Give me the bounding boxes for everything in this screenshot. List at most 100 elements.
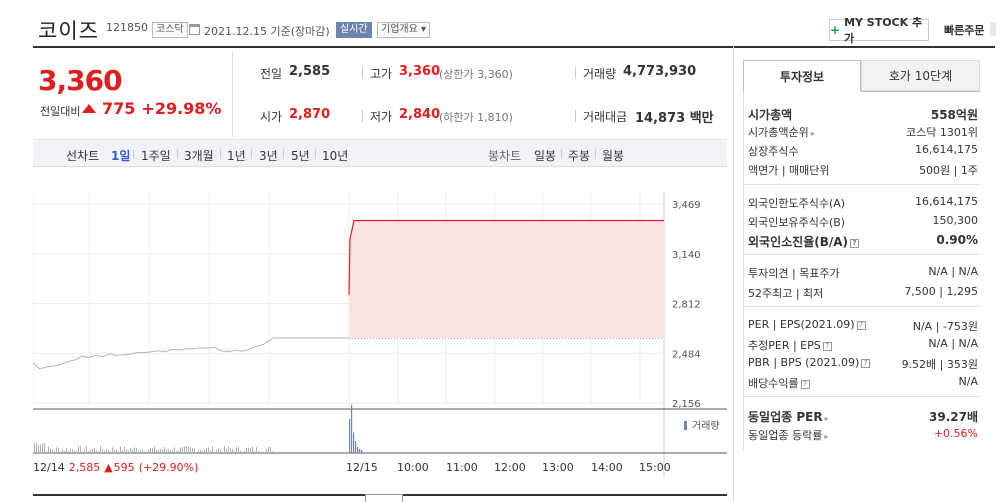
high-value: 3,360	[399, 64, 441, 79]
volume-bar	[359, 449, 361, 453]
fast-order-button[interactable]: 빠른주문	[944, 24, 985, 37]
volume-bar	[42, 443, 43, 453]
candle-weekly[interactable]: 주봉	[568, 149, 591, 163]
info-row: 액면가 | 매매단위 500원 | 1주	[748, 160, 978, 178]
x-tick: 12/15	[346, 461, 378, 474]
volume-bar	[228, 446, 229, 453]
volume-bar	[226, 449, 227, 453]
info-value: N/A | -753원	[912, 320, 978, 333]
help-icon[interactable]: ?	[800, 380, 810, 389]
help-icon[interactable]: ?	[861, 359, 871, 368]
open-label: 시가	[260, 110, 283, 124]
period-1d[interactable]: 1일	[111, 149, 131, 163]
panel-divider	[733, 46, 734, 502]
volume-bar	[252, 446, 253, 453]
low-label: 저가	[370, 110, 393, 124]
tab-invest-info[interactable]: 투자정보	[743, 60, 861, 91]
divider	[232, 52, 233, 137]
volume-bar	[184, 446, 185, 453]
volume-bar	[357, 447, 359, 453]
volume-bar	[66, 447, 67, 453]
volume-bar	[38, 445, 39, 453]
info-label: 배당수익률	[748, 377, 799, 390]
chevron-right-icon[interactable]: ▸	[810, 129, 815, 138]
candle-daily[interactable]: 일봉	[534, 149, 557, 163]
period-5y[interactable]: 5년	[291, 149, 310, 163]
volume-bar	[218, 448, 219, 453]
chevron-right-icon[interactable]: ▸	[824, 432, 829, 441]
volume-bar	[118, 451, 119, 453]
volume-bar	[108, 450, 109, 453]
volume-bar	[168, 449, 169, 453]
open-value: 2,870	[289, 107, 331, 122]
volume-bar	[52, 449, 53, 453]
volume-bar	[212, 446, 213, 453]
scroll-stub	[990, 22, 996, 36]
volume-bar	[353, 433, 355, 453]
today-line	[348, 219, 664, 295]
help-icon[interactable]: ?	[822, 342, 832, 351]
volume-bar	[246, 447, 247, 453]
volume-bar	[248, 447, 249, 453]
current-price: 3,360	[38, 64, 123, 97]
x-tick: 14:00	[591, 461, 623, 474]
candle-monthly[interactable]: 월봉	[602, 149, 625, 163]
period-1y[interactable]: 1년	[227, 149, 246, 163]
volume-bar	[64, 450, 65, 453]
chevron-right-icon[interactable]: ▸	[824, 414, 829, 423]
plus-icon: +	[830, 23, 841, 37]
volume-bar	[423, 452, 424, 453]
price-series	[33, 219, 664, 370]
tab-orderbook[interactable]: 호가 10단계	[861, 60, 980, 91]
volume-bar	[144, 451, 145, 453]
volume-bar	[96, 450, 97, 453]
volume-bar	[86, 446, 87, 453]
info-row: 외국인소진율(B/A)? 0.90%	[748, 231, 978, 249]
info-label: 외국인소진율(B/A)	[748, 235, 849, 249]
help-icon[interactable]: ?	[856, 321, 866, 330]
x-tick: 11:00	[446, 461, 478, 474]
help-icon[interactable]: ?	[850, 239, 860, 248]
info-value: 150,300	[932, 214, 979, 227]
volume-bar	[408, 452, 409, 453]
candle-chart-label: 봉차트	[488, 149, 522, 163]
info-label[interactable]: 시가총액순위	[748, 126, 809, 139]
volume-bar	[104, 450, 105, 453]
info-value: N/A	[958, 375, 978, 388]
y-axis-labels: 3,469 3,140 2,812 2,484 2,156	[672, 200, 701, 410]
volume-bar	[34, 443, 35, 453]
low-value: 2,840	[399, 107, 441, 122]
chart-resize-handle[interactable]	[365, 494, 403, 502]
volume-bar	[80, 446, 81, 453]
period-3m[interactable]: 3개월	[184, 149, 214, 163]
chart-period-bar: 선차트 1일 1주일 3개월 1년 3년 5년 10년 봉차트 일봉 주봉 월봉	[33, 139, 727, 167]
volume-bar	[351, 405, 353, 453]
info-row: 동일업종 PER ▸ 39.27배	[748, 406, 978, 424]
company-overview-dropdown[interactable]: 기업개요 ▾	[377, 22, 431, 38]
volume-bar	[48, 446, 49, 453]
period-1w[interactable]: 1주일	[141, 149, 171, 163]
info-label[interactable]: 동일업종 PER	[748, 410, 823, 424]
volume-bar	[152, 448, 153, 453]
info-label: 상장주식수	[748, 145, 799, 158]
volume-bar	[200, 449, 201, 453]
info-label[interactable]: 동일업종 등락률	[748, 429, 823, 442]
volume-label: 거래량	[583, 67, 617, 81]
info-row: 시가총액 558억원	[748, 104, 978, 122]
volume-bar	[72, 449, 73, 453]
period-10y[interactable]: 10년	[322, 149, 349, 163]
add-mystock-button[interactable]: + MY STOCK 추가	[829, 16, 929, 45]
info-row: 추정PER | EPS? N/A | N/A	[748, 335, 978, 353]
intraday-chart[interactable]: 3,469 3,140 2,812 2,484 2,156 거래량	[33, 184, 727, 479]
market-badge: 코스닥	[152, 22, 188, 38]
volume-legend: 거래량	[692, 420, 720, 432]
prev-day-line	[33, 337, 349, 370]
x-tick: 13:00	[542, 461, 574, 474]
realtime-badge[interactable]: 실시간	[336, 22, 372, 38]
high-label: 고가	[370, 67, 393, 81]
panel-section-divider	[743, 306, 980, 307]
period-3y[interactable]: 3년	[259, 149, 278, 163]
volume-bar	[176, 451, 177, 453]
volume-bar	[166, 449, 167, 453]
volume-bar	[74, 450, 75, 453]
